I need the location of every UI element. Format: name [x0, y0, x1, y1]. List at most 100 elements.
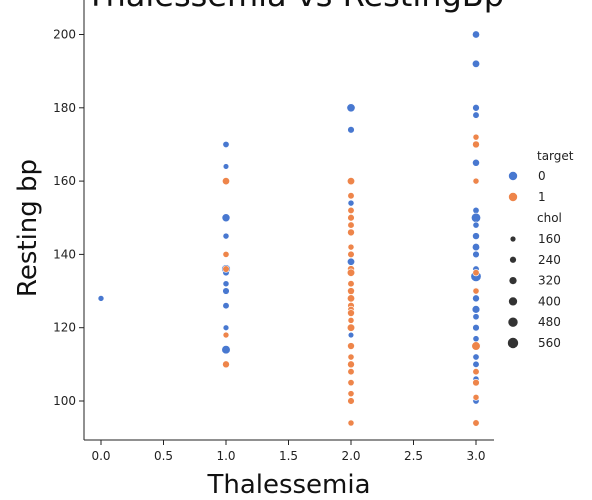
legend-size-title: chol [537, 211, 562, 225]
data-point-target-0 [472, 294, 480, 303]
data-point-target-0 [471, 212, 481, 223]
data-point-target-0 [472, 353, 480, 361]
data-point-target-1 [347, 287, 355, 295]
data-point-target-0 [472, 232, 480, 240]
legend-size-marker [509, 256, 517, 263]
data-point-target-0 [221, 345, 231, 355]
x-axis-title: Thalessemia [206, 470, 370, 500]
legend-hue-marker [508, 171, 518, 181]
y-tick-label: 140 [53, 247, 76, 261]
x-tick-label: 1.5 [279, 449, 298, 463]
data-point-target-1 [471, 341, 481, 351]
legend-size-marker [508, 297, 518, 306]
data-point-target-0 [472, 111, 480, 119]
data-point-target-0 [472, 313, 480, 321]
data-point-target-0 [346, 257, 356, 266]
data-point-target-0 [472, 158, 480, 167]
data-point-target-0 [472, 30, 480, 39]
data-point-target-1 [472, 140, 480, 149]
x-tick-label: 0.5 [154, 449, 173, 463]
chart-title: Thalessemia vs RestingBp [85, 0, 504, 14]
data-point-target-1 [347, 353, 355, 361]
data-point-target-1 [222, 250, 230, 258]
legend-size-label: 480 [538, 315, 561, 329]
data-point-target-0 [472, 250, 480, 259]
data-point-target-1 [347, 379, 355, 387]
points-layer [97, 30, 482, 427]
data-point-target-1 [222, 360, 230, 369]
legend-size-label: 320 [538, 274, 561, 288]
data-point-target-1 [347, 243, 355, 251]
legend-size-marker [510, 236, 516, 242]
y-ticks: 100 120 140 160 180 200 [53, 28, 84, 408]
data-point-target-1 [222, 177, 230, 186]
data-point-target-1 [472, 269, 480, 277]
data-point-target-0 [222, 287, 230, 295]
data-point-target-1 [347, 214, 355, 222]
data-point-target-1 [347, 317, 355, 324]
data-point-target-1 [347, 221, 355, 229]
x-tick-label: 2.0 [341, 449, 360, 463]
legend-hue-label: 0 [538, 169, 546, 183]
data-point-target-1 [347, 368, 355, 376]
data-point-target-1 [347, 309, 355, 317]
legend-hue-title: target [537, 149, 574, 163]
y-tick-label: 180 [53, 101, 76, 115]
data-point-target-1 [347, 342, 355, 350]
data-point-target-1 [472, 287, 480, 295]
data-point-target-1 [347, 206, 355, 214]
data-point-target-1 [347, 192, 355, 200]
y-axis-title-group: Resting bp [13, 159, 43, 297]
data-point-target-1 [472, 378, 480, 387]
data-point-target-0 [222, 163, 230, 170]
data-point-target-0 [221, 213, 231, 223]
legend-size-marker [509, 276, 517, 285]
data-point-target-0 [472, 221, 480, 229]
data-point-target-1 [347, 228, 355, 237]
data-point-target-0 [471, 59, 481, 68]
data-point-target-0 [222, 232, 230, 240]
data-point-target-1 [472, 393, 480, 401]
legend-size-label: 560 [538, 336, 561, 350]
data-point-target-1 [472, 419, 480, 427]
data-point-target-1 [346, 294, 356, 303]
data-point-target-0 [222, 280, 230, 288]
legend-size-marker [507, 337, 519, 349]
data-point-target-1 [347, 419, 355, 427]
data-point-target-0 [471, 243, 481, 252]
x-ticks: 0.0 0.5 1.0 1.5 2.0 2.5 3.0 [91, 440, 486, 463]
data-point-target-1 [472, 133, 480, 141]
x-tick-label: 0.0 [91, 449, 110, 463]
y-tick-label: 120 [53, 321, 76, 335]
legend-hue-marker [508, 192, 518, 202]
data-point-target-0 [471, 305, 481, 314]
legend-hue-label: 1 [538, 190, 546, 204]
legend-hue-items: 01 [508, 169, 546, 204]
data-point-target-1 [472, 368, 480, 376]
data-point-target-0 [347, 199, 355, 207]
data-point-target-0 [222, 302, 230, 310]
data-point-target-0 [222, 324, 230, 331]
data-point-target-1 [347, 397, 355, 405]
x-tick-label: 3.0 [466, 449, 485, 463]
data-point-target-1 [222, 265, 230, 273]
data-point-target-1 [346, 268, 356, 277]
data-point-target-0 [472, 360, 480, 368]
y-tick-label: 100 [53, 394, 76, 408]
y-axis-title: Resting bp [13, 159, 43, 297]
legend-size-label: 240 [538, 253, 561, 267]
data-point-target-1 [346, 177, 356, 186]
data-point-target-0 [472, 104, 480, 112]
data-point-target-1 [347, 250, 355, 259]
data-point-target-1 [222, 331, 230, 339]
data-point-target-1 [346, 323, 356, 332]
data-point-target-0 [222, 140, 230, 148]
data-point-target-0 [346, 103, 356, 113]
data-point-target-1 [472, 177, 480, 185]
y-tick-label: 160 [53, 174, 76, 188]
data-point-target-1 [347, 390, 355, 398]
x-tick-label: 2.5 [404, 449, 423, 463]
data-point-target-1 [347, 280, 355, 288]
